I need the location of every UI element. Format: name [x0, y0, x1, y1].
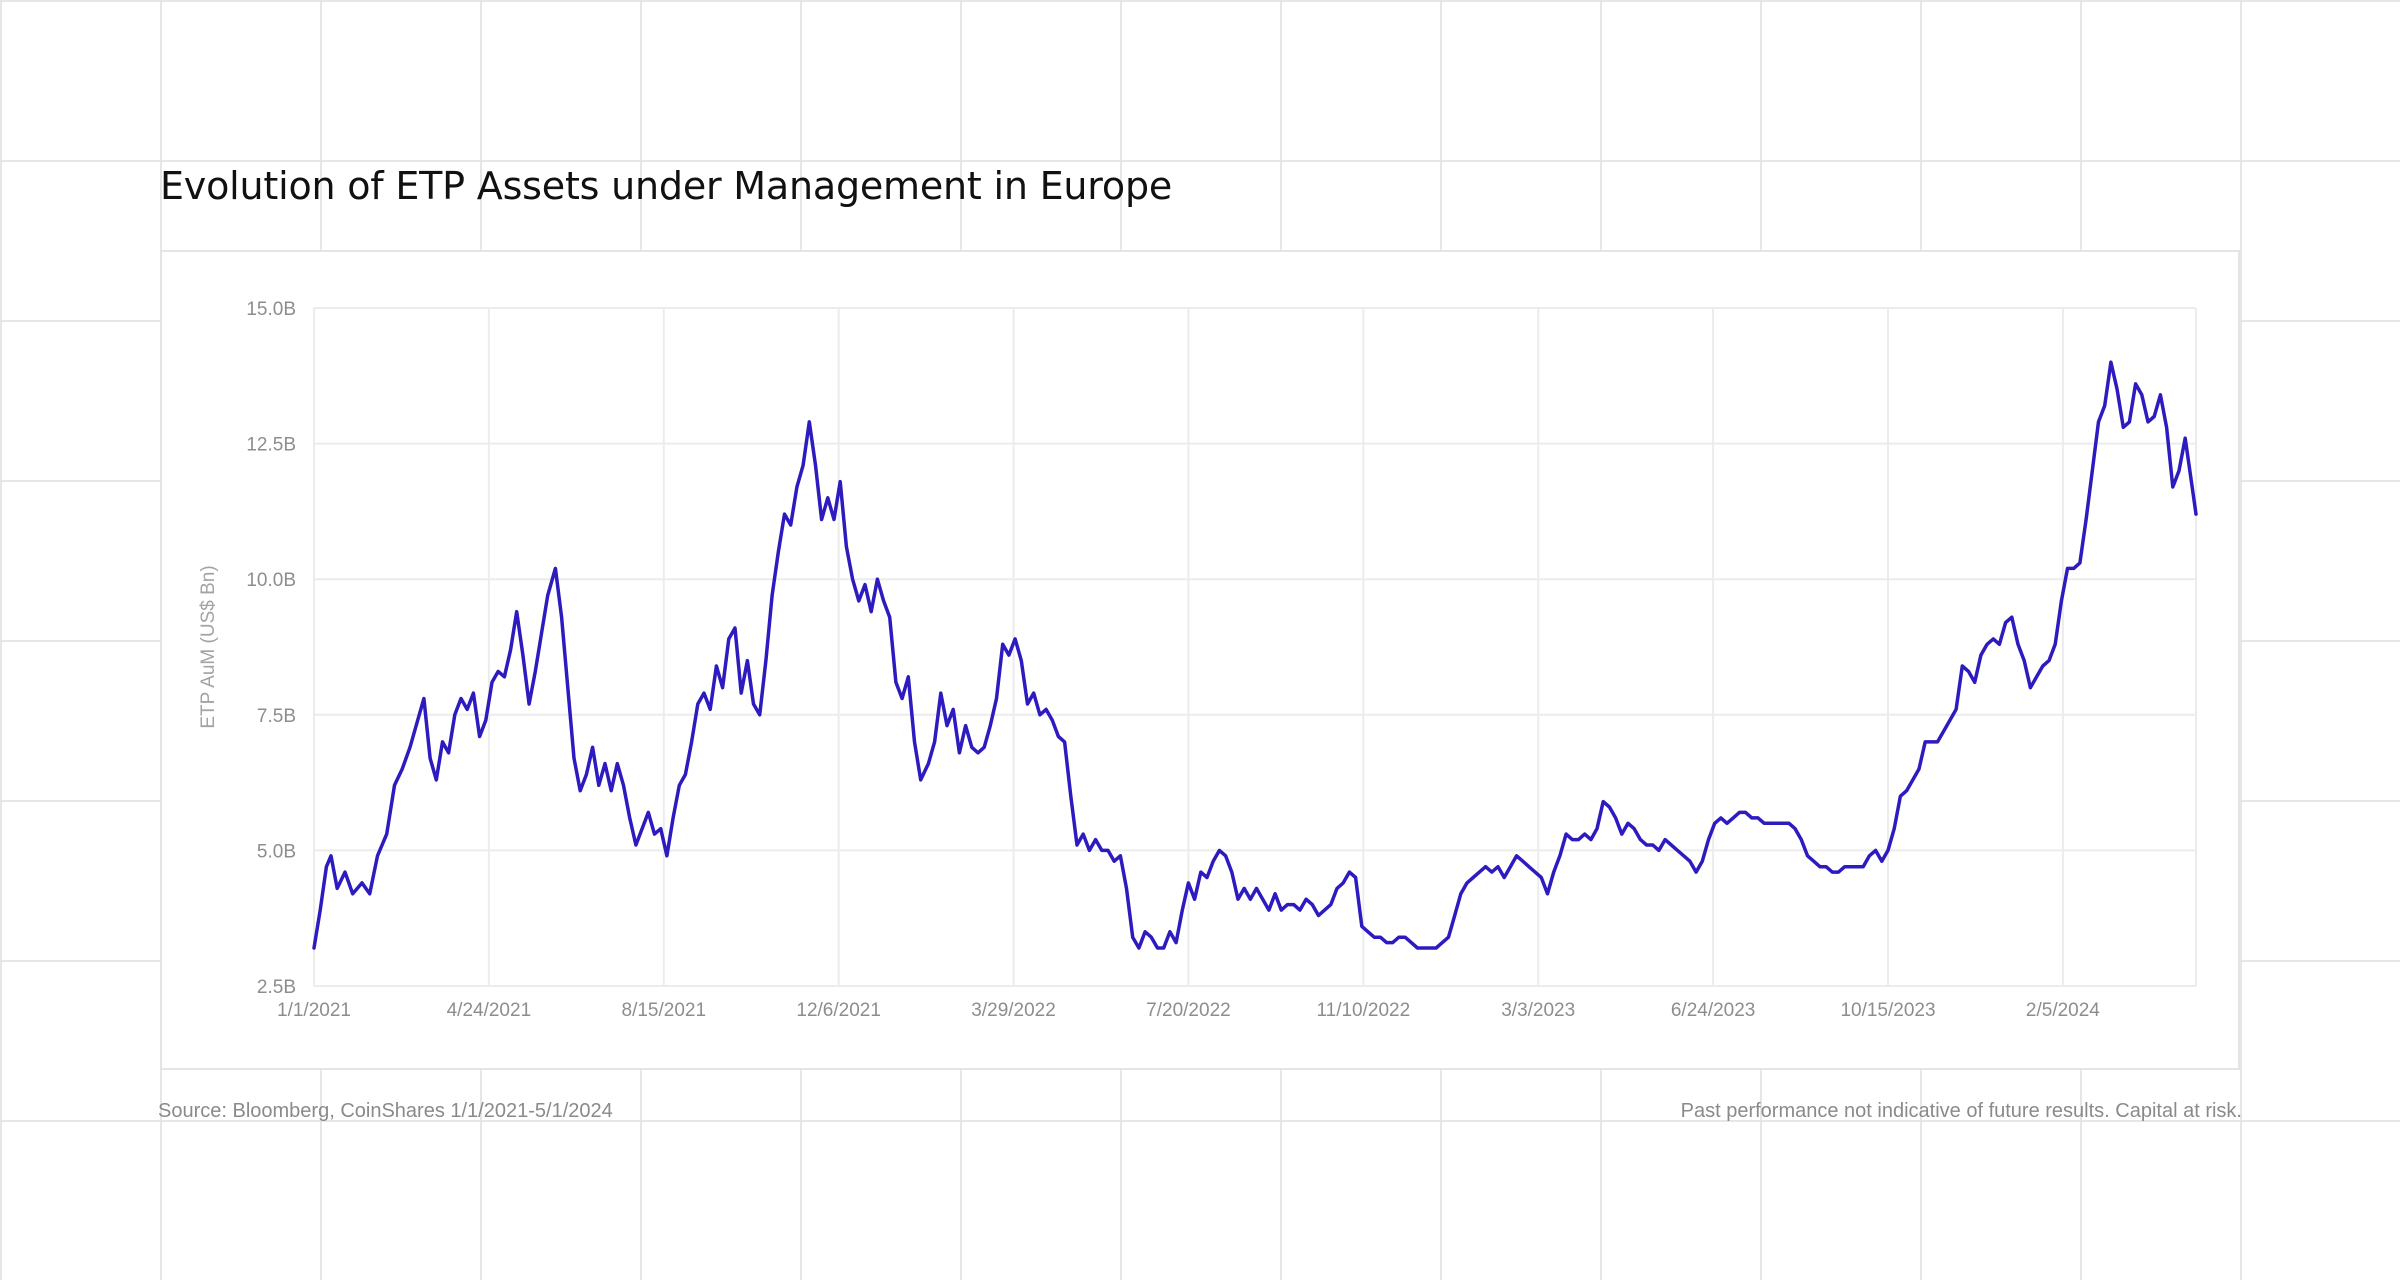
y-gridlines [314, 307, 2196, 987]
page-title: Evolution of ETP Assets under Management… [160, 164, 1173, 208]
x-tick-label: 3/3/2023 [1501, 1000, 1575, 1021]
y-tick-label: 15.0B [246, 299, 296, 320]
y-axis-title: ETP AuM (US$ Bn) [198, 565, 219, 728]
x-tick-label: 8/15/2021 [622, 1000, 707, 1021]
x-tick-label: 2/5/2024 [2026, 1000, 2100, 1021]
x-tick-label: 1/1/2021 [277, 1000, 351, 1021]
y-tick-label: 12.5B [246, 435, 296, 456]
x-tick-label: 6/24/2023 [1671, 1000, 1756, 1021]
x-tick-label: 4/24/2021 [447, 1000, 532, 1021]
y-tick-label: 10.0B [246, 570, 296, 591]
disclaimer-note: Past performance not indicative of futur… [1680, 1100, 2242, 1122]
series-group [312, 360, 2198, 950]
aum-series-line [312, 360, 2198, 950]
x-tick-label: 3/29/2022 [971, 1000, 1056, 1021]
y-tick-label: 7.5B [257, 706, 296, 727]
y-tick-label: 2.5B [257, 977, 296, 998]
aum-line-chart: 2.5B 5.0B 7.5B 10.0B 12.5B 15.0B 1/1/2021 4/24… [198, 299, 2198, 1021]
x-tick-label: 12/6/2021 [796, 1000, 881, 1021]
x-tick-label: 10/15/2023 [1840, 1000, 1935, 1021]
x-tick-label: 11/10/2022 [1316, 1000, 1410, 1021]
source-note: Source: Bloomberg, CoinShares 1/1/2021-5… [158, 1100, 613, 1122]
y-axis-ticks: 2.5B 5.0B 7.5B 10.0B 12.5B 15.0B [246, 299, 296, 998]
x-gridlines [313, 308, 2197, 986]
x-axis-ticks: 1/1/2021 4/24/2021 8/15/2021 12/6/2021 3/29/… [277, 1000, 2100, 1021]
y-tick-label: 5.0B [257, 841, 296, 862]
x-tick-label: 7/20/2022 [1146, 1000, 1231, 1021]
